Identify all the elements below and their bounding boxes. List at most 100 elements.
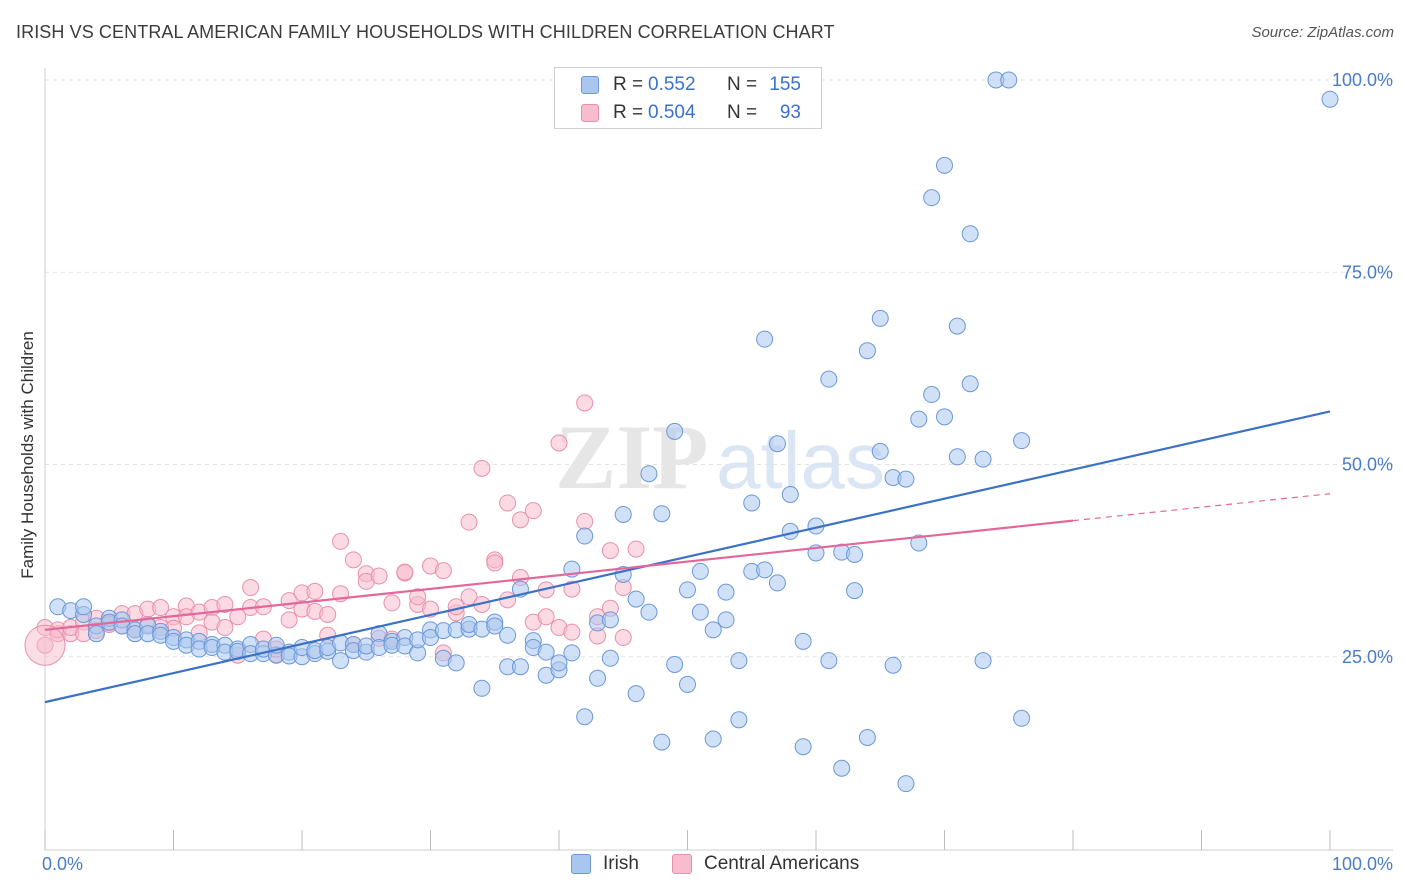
central-americans-trend-extension <box>1072 493 1331 522</box>
legend-n-value: 155 <box>769 74 801 95</box>
central-americans-point <box>473 459 491 477</box>
central-americans-point <box>524 502 542 520</box>
irish-point <box>961 375 979 393</box>
irish-point <box>717 583 735 601</box>
legend-row-irish: R = 0.552 N = 155 <box>555 71 821 99</box>
x-tick-label: 0.0% <box>42 854 83 874</box>
irish-point <box>486 617 504 635</box>
irish-point <box>794 738 812 756</box>
irish-point <box>1321 90 1339 108</box>
irish-point <box>948 317 966 335</box>
legend-r-label: R = <box>613 74 644 95</box>
y-tick-label: 100.0% <box>1332 70 1393 90</box>
irish-point <box>640 465 658 483</box>
central-americans-point <box>499 494 517 512</box>
irish-point <box>833 759 851 777</box>
irish-point <box>974 652 992 670</box>
central-americans-point <box>550 434 568 452</box>
irish-point <box>820 652 838 670</box>
irish-point <box>948 448 966 466</box>
correlation-legend: R = 0.552 N = 155 R = 0.504 N = 93 <box>554 67 822 129</box>
central-americans-trend-line <box>44 519 1074 631</box>
irish-point <box>576 708 594 726</box>
y-tick-label: 25.0% <box>1342 647 1393 667</box>
irish-point <box>704 730 722 748</box>
tick-labels: 25.0% 50.0% 75.0% 100.0% 0.0% 100.0% <box>42 70 1393 874</box>
irish-point <box>499 626 517 644</box>
irish-point <box>794 632 812 650</box>
central-americans-point <box>627 540 645 558</box>
irish-point <box>576 527 594 545</box>
irish-point <box>871 309 889 327</box>
irish-point <box>961 225 979 243</box>
irish-point <box>1013 709 1031 727</box>
central-americans-point <box>216 619 234 637</box>
legend-r-value: 0.552 <box>648 74 696 95</box>
grid-lines <box>45 79 1393 658</box>
legend-n-value: 93 <box>779 102 801 123</box>
irish-point <box>691 603 709 621</box>
chart-title: IRISH VS CENTRAL AMERICAN FAMILY HOUSEHO… <box>16 22 835 42</box>
irish-trend-line <box>44 410 1331 704</box>
irish-point <box>332 652 350 670</box>
irish-point <box>653 505 671 523</box>
central-americans-point <box>460 513 478 531</box>
legend-r-value: 0.504 <box>648 102 696 123</box>
irish-point <box>858 342 876 360</box>
irish-point <box>923 189 941 207</box>
irish-point <box>910 534 928 552</box>
legend-n-label: N = <box>727 102 758 123</box>
trend-lines <box>44 410 1331 704</box>
irish-point <box>923 386 941 404</box>
central-americans-point <box>332 532 350 550</box>
irish-point <box>781 485 799 503</box>
central-americans-point <box>601 542 619 560</box>
irish-point <box>653 733 671 751</box>
legend-row-central-americans: R = 0.504 N = 93 <box>555 99 821 127</box>
irish-point <box>87 625 105 643</box>
legend-swatch-irish <box>571 854 591 874</box>
irish-point <box>756 330 774 348</box>
legend-swatch-central-americans <box>581 104 599 122</box>
irish-point <box>1000 71 1018 89</box>
x-tick-label: 100.0% <box>1332 854 1393 874</box>
irish-point <box>897 775 915 793</box>
central-americans-point <box>511 511 529 529</box>
irish-point <box>768 574 786 592</box>
irish-point <box>537 643 555 661</box>
irish-point <box>768 435 786 453</box>
irish-point <box>936 408 953 426</box>
irish-point <box>473 679 491 697</box>
irish-point <box>743 494 761 512</box>
irish-point <box>614 505 632 523</box>
central-americans-point <box>537 608 555 626</box>
central-americans-point <box>576 394 594 412</box>
irish-point <box>974 450 992 468</box>
central-americans-point <box>280 611 298 629</box>
irish-point <box>858 728 876 746</box>
central-americans-point <box>576 512 594 530</box>
irish-point <box>563 644 581 662</box>
central-americans-point <box>370 567 388 585</box>
central-americans-point <box>383 594 401 612</box>
watermark-atlas: atlas <box>716 416 885 505</box>
irish-point <box>897 470 915 488</box>
y-tick-label: 75.0% <box>1342 262 1393 282</box>
central-americans-point <box>396 563 414 581</box>
irish-point <box>666 422 684 440</box>
irish-points <box>49 71 1339 793</box>
irish-point <box>627 685 645 703</box>
irish-point <box>601 649 619 667</box>
legend-swatch-central-americans <box>672 854 692 874</box>
irish-point <box>756 561 774 579</box>
irish-point <box>936 156 953 174</box>
central-americans-point <box>409 588 427 606</box>
irish-point <box>884 656 902 674</box>
chart-source: Source: ZipAtlas.com <box>1251 24 1394 41</box>
central-americans-point <box>216 595 234 613</box>
irish-point <box>717 611 735 629</box>
central-americans-point <box>24 624 66 666</box>
central-americans-point <box>434 562 452 580</box>
series-legend: Irish Central Americans <box>0 851 1406 879</box>
